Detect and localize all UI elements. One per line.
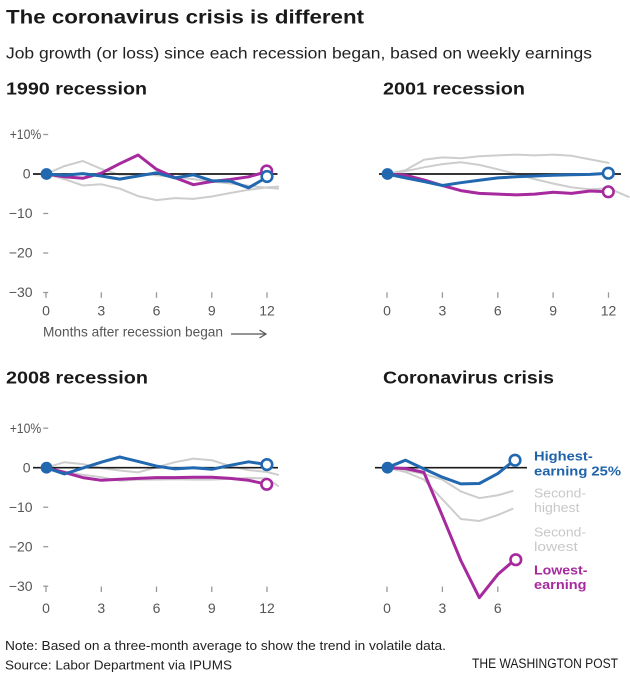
svg-text:Coronavirus crisis: Coronavirus crisis [383, 368, 554, 388]
svg-text:0: 0 [383, 303, 391, 319]
svg-text:lowest: lowest [534, 539, 578, 554]
svg-text:3: 3 [439, 303, 447, 319]
svg-text:−10: −10 [9, 499, 33, 515]
svg-text:Note: Based on a three-month a: Note: Based on a three-month average to … [5, 638, 446, 653]
svg-text:The coronavirus crisis is diff: The coronavirus crisis is different [6, 8, 365, 29]
svg-text:2008 recession: 2008 recession [6, 368, 148, 388]
svg-text:Second-: Second- [534, 486, 586, 501]
svg-text:−30: −30 [9, 578, 33, 594]
svg-text:−20: −20 [9, 538, 33, 554]
svg-text:Highest-: Highest- [534, 449, 593, 464]
svg-text:12: 12 [259, 303, 275, 319]
svg-text:3: 3 [439, 600, 447, 616]
svg-text:9: 9 [549, 303, 557, 319]
svg-text:3: 3 [97, 303, 105, 319]
svg-text:0: 0 [23, 459, 31, 475]
svg-text:12: 12 [259, 600, 275, 616]
svg-text:6: 6 [153, 303, 161, 319]
svg-text:1990 recession: 1990 recession [6, 79, 147, 99]
svg-text:Second-: Second- [534, 525, 586, 540]
svg-text:0: 0 [42, 600, 50, 616]
svg-text:Job growth (or loss) since eac: Job growth (or loss) since each recessio… [6, 46, 592, 63]
svg-text:3: 3 [97, 600, 105, 616]
svg-text:earning: earning [534, 577, 587, 592]
svg-text:+10%: +10% [10, 126, 42, 142]
svg-text:−30: −30 [9, 284, 33, 300]
svg-text:−20: −20 [9, 245, 33, 261]
svg-text:9: 9 [208, 303, 216, 319]
svg-text:6: 6 [153, 600, 161, 616]
svg-text:0: 0 [383, 600, 391, 616]
svg-text:6: 6 [494, 600, 502, 616]
svg-text:Lowest-: Lowest- [534, 563, 588, 578]
svg-text:THE WASHINGTON POST: THE WASHINGTON POST [472, 656, 618, 671]
svg-text:−10: −10 [9, 205, 33, 221]
svg-text:earning 25%: earning 25% [534, 463, 621, 478]
svg-text:0: 0 [42, 303, 50, 319]
svg-text:+10%: +10% [10, 420, 42, 436]
svg-text:Source: Labor Department via I: Source: Labor Department via IPUMS [5, 658, 232, 673]
svg-text:2001 recession: 2001 recession [383, 79, 525, 99]
svg-text:6: 6 [494, 303, 502, 319]
svg-text:0: 0 [23, 166, 31, 182]
svg-text:Months after recession began: Months after recession began [43, 324, 223, 340]
svg-text:12: 12 [601, 303, 617, 319]
svg-text:9: 9 [208, 600, 216, 616]
svg-text:highest: highest [534, 500, 580, 515]
